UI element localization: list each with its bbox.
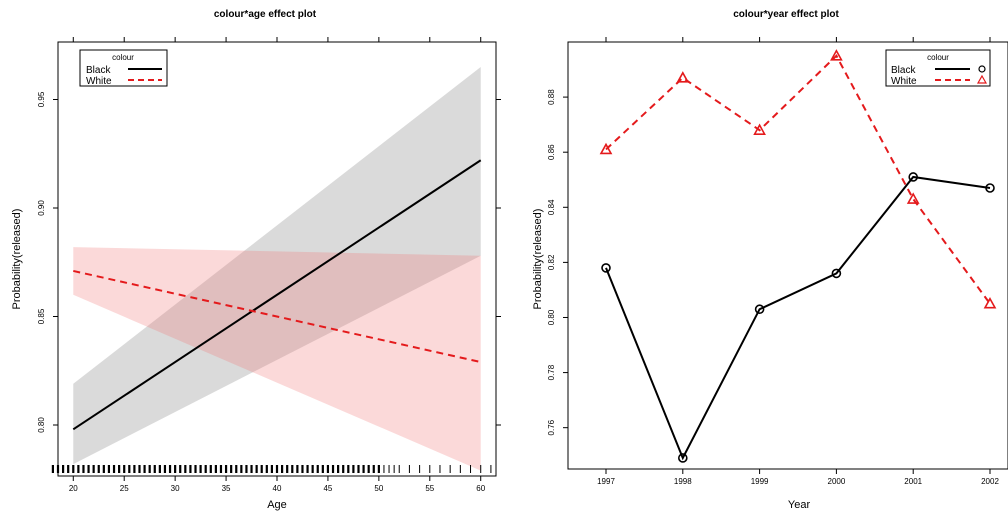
point-black (754, 304, 765, 315)
fitted-lines (72, 159, 482, 431)
y-tick-label: 0.86 (547, 144, 556, 160)
year-plot-title: colour*year effect plot (733, 9, 839, 20)
point-black (601, 263, 611, 273)
y-tick-label: 0.82 (547, 254, 556, 270)
x-tick-label: 20 (69, 484, 78, 493)
point-black (677, 453, 688, 463)
year-legend-title: colour (927, 53, 949, 62)
year-plot-frame (567, 41, 1008, 470)
age-plot-title: colour*age effect plot (214, 9, 317, 20)
year-legend-white-label: White (891, 76, 917, 87)
age-legend-title: colour (112, 53, 134, 62)
year-legend: colour Black White (885, 49, 991, 87)
year-series (599, 49, 997, 463)
year-y-axis-label: Probability(released) (532, 209, 544, 310)
point-white (906, 192, 920, 204)
y-tick-label: 0.80 (547, 309, 556, 325)
year-x-axis-label: Year (788, 499, 811, 511)
x-tick-label: 1998 (674, 477, 692, 486)
point-white (676, 71, 690, 83)
x-tick-label: 25 (120, 484, 129, 493)
y-tick-label: 0.90 (37, 200, 46, 216)
y-tick-label: 0.80 (37, 417, 46, 433)
point-white (830, 49, 843, 61)
series-line-white (605, 54, 991, 305)
age-y-ticks: 0.80 0.85 0.90 0.95 (37, 91, 501, 433)
point-white (753, 123, 766, 135)
x-tick-label: 40 (273, 484, 282, 493)
x-tick-label: 55 (425, 484, 434, 493)
age-x-axis-label: Age (267, 499, 287, 511)
point-black (985, 183, 995, 193)
y-tick-label: 0.78 (547, 364, 556, 380)
age-y-axis-label: Probability(released) (11, 209, 23, 310)
y-tick-label: 0.76 (547, 419, 556, 435)
x-tick-label: 60 (476, 484, 485, 493)
point-white (983, 297, 997, 309)
confidence-band-white (73, 247, 481, 471)
year-y-ticks: 0.76 0.78 0.80 0.82 0.84 0.86 0.88 (547, 89, 568, 435)
age-effect-plot: colour*age effect plot 20 25 30 35 40 45 50 55 6… (11, 9, 501, 511)
x-tick-label: 1999 (751, 477, 769, 486)
series-line-black (605, 175, 991, 461)
year-legend-black-label: Black (891, 65, 916, 76)
age-legend-black-label: Black (86, 65, 111, 76)
confidence-bands (73, 66, 481, 471)
year-x-ticks: 1997 1998 1999 2000 2001 2002 (597, 37, 999, 486)
x-tick-label: 2002 (981, 477, 999, 486)
year-legend-white-marker (976, 74, 988, 84)
point-black (831, 268, 842, 279)
x-tick-label: 30 (171, 484, 180, 493)
x-tick-label: 2000 (828, 477, 846, 486)
x-tick-label: 2001 (904, 477, 922, 486)
y-tick-label: 0.95 (37, 91, 46, 107)
fit-line-white (73, 269, 481, 364)
year-effect-plot: colour*year effect plot 1997 1998 1999 2000… (532, 9, 1008, 511)
x-tick-label: 35 (222, 484, 231, 493)
y-tick-label: 0.85 (37, 308, 46, 324)
x-tick-label: 1997 (597, 477, 615, 486)
y-tick-label: 0.88 (547, 89, 556, 105)
confidence-band-black (73, 66, 481, 465)
year-legend-black-marker (978, 65, 986, 73)
age-x-ticks: 20 25 30 35 40 45 50 55 60 (69, 37, 486, 493)
y-tick-label: 0.84 (547, 199, 556, 215)
age-legend-white-label: White (86, 76, 112, 87)
point-black (908, 172, 919, 182)
x-tick-label: 45 (323, 484, 332, 493)
fit-line-black (72, 159, 482, 431)
x-tick-label: 50 (374, 484, 383, 493)
age-rug (51, 465, 492, 473)
age-legend: colour Black White (79, 49, 168, 87)
point-white (599, 142, 613, 155)
